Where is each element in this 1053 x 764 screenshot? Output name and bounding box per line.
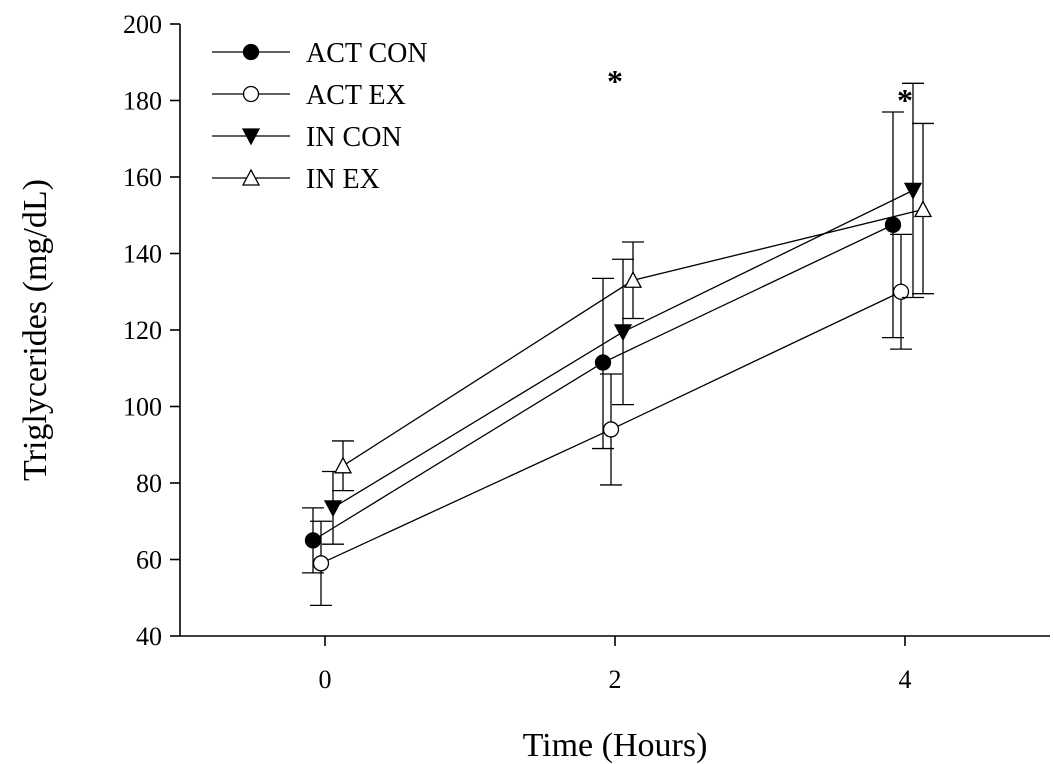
- data-point: [892, 283, 910, 300]
- legend: ACT CON ACT EX IN CON IN EX: [212, 38, 428, 195]
- series-in-ex: [332, 122, 934, 492]
- x-tick-label: 0: [319, 665, 332, 694]
- data-point: [602, 421, 620, 438]
- significance-asterisk: *: [897, 82, 913, 118]
- data-point: [323, 500, 343, 518]
- data-point: [312, 555, 330, 572]
- y-axis-title: Triglycerides (mg/dL): [17, 179, 54, 481]
- y-tick-label: 80: [136, 469, 162, 498]
- series-layer: [302, 82, 934, 607]
- y-tick-label: 200: [123, 10, 162, 39]
- data-point: [884, 216, 902, 233]
- x-tick-label: 2: [609, 665, 622, 694]
- data-point: [913, 200, 933, 218]
- legend-label: IN EX: [306, 164, 380, 195]
- legend-label: IN CON: [306, 122, 402, 153]
- y-tick-label: 60: [136, 546, 162, 575]
- y-tick-label: 100: [123, 393, 162, 422]
- y-tick-label: 180: [123, 87, 162, 116]
- x-axis-title: Time (Hours): [523, 727, 708, 764]
- significance-asterisk: *: [607, 63, 623, 99]
- data-point: [613, 324, 633, 342]
- data-point: [903, 182, 923, 200]
- data-point: [623, 270, 643, 288]
- legend-marker: [241, 168, 261, 186]
- series-act-ex: [310, 233, 912, 607]
- data-point: [333, 456, 353, 474]
- legend-marker: [242, 43, 260, 61]
- x-tick-label: 4: [899, 665, 912, 694]
- legend-label: ACT CON: [306, 38, 428, 69]
- legend-label: ACT EX: [306, 80, 406, 111]
- legend-marker: [241, 128, 261, 146]
- y-tick-label: 120: [123, 316, 162, 345]
- axes: 40 60 80 100 120 140 160 180 200 0 2 4: [123, 10, 1050, 694]
- legend-marker: [242, 85, 260, 103]
- y-tick-label: 40: [136, 622, 162, 651]
- y-tick-label: 160: [123, 163, 162, 192]
- data-point: [594, 354, 612, 371]
- y-tick-label: 140: [123, 240, 162, 269]
- data-point: [304, 532, 322, 549]
- annotations: **: [607, 63, 913, 118]
- series-act-con: [302, 111, 904, 574]
- series-in-con: [322, 82, 924, 545]
